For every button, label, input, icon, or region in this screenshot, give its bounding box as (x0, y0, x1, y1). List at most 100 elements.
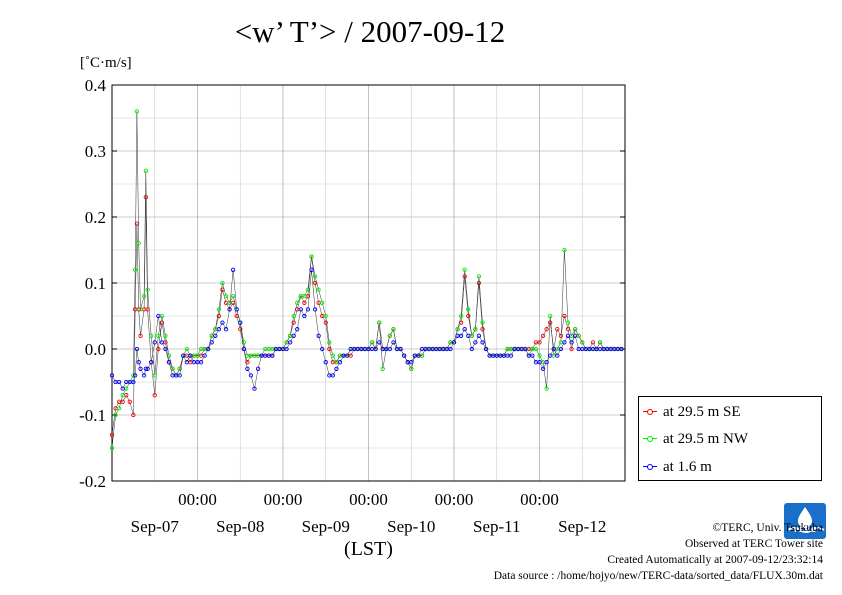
y-tick-label: 0.0 (85, 340, 106, 359)
series-point-1 (220, 280, 225, 286)
credits: ©TERC, Univ. Tsukuba Observed at TERC To… (494, 520, 823, 584)
series-point-2 (409, 360, 414, 365)
series-point-1 (466, 307, 471, 312)
series-point-2 (184, 360, 189, 365)
series-point-1 (143, 168, 148, 173)
series-point-2 (149, 360, 154, 365)
series-point-1 (223, 294, 229, 299)
x-tick-label: 00:00 (264, 490, 303, 509)
series-point-2 (337, 360, 343, 365)
series-point-2 (145, 366, 150, 371)
series-point-2 (466, 333, 471, 338)
y-tick-label: 0.2 (85, 208, 106, 227)
series-point-0 (544, 327, 549, 332)
series-point-2 (483, 346, 489, 352)
series-point-2 (473, 340, 478, 345)
series-point-1 (480, 320, 485, 325)
y-tick-label: -0.2 (79, 472, 106, 491)
series-point-2 (373, 346, 378, 352)
series-point-1 (295, 300, 300, 305)
series-point-2 (448, 346, 453, 352)
series-point-1 (572, 327, 578, 332)
x-day-label: Sep-11 (473, 517, 521, 536)
series-point-1 (138, 307, 143, 312)
x-tick-label: 00:00 (520, 490, 559, 509)
series-point-2 (398, 346, 403, 352)
series-point-1 (380, 366, 385, 371)
x-tick-label: 00:00 (435, 490, 474, 509)
series-point-2 (188, 353, 193, 358)
y-tick-label: -0.1 (79, 406, 106, 425)
series-point-2 (159, 340, 165, 345)
chart-title: <w’ T’> / 2007-09-12 (234, 14, 506, 49)
series-point-0 (245, 360, 250, 365)
series-point-1 (544, 386, 549, 391)
series-point-1 (462, 267, 467, 272)
observed-text: Observed at TERC Tower site (684, 538, 823, 550)
series-point-0 (159, 320, 165, 325)
series-point-0 (131, 412, 136, 418)
series-point-2 (177, 373, 182, 378)
series-point-1 (316, 287, 321, 292)
series-point-2 (241, 346, 246, 352)
series-point-1 (149, 333, 154, 338)
series-point-2 (152, 340, 157, 345)
series-point-2 (284, 346, 289, 352)
series-point-2 (248, 373, 254, 378)
series-point-2 (476, 333, 482, 338)
series-point-0 (156, 346, 161, 352)
series-point-1 (184, 346, 189, 352)
series-point-0 (480, 327, 485, 332)
x-axis-label: (LST) (344, 538, 393, 560)
series-point-1 (241, 340, 246, 345)
series-point-2 (555, 353, 560, 358)
series-point-1 (597, 340, 603, 345)
series-point-2 (451, 340, 457, 345)
series-point-1 (312, 274, 318, 279)
series-point-2 (156, 313, 161, 319)
y-axis-unit: [˚C·m/s] (80, 55, 132, 71)
series-point-1 (320, 300, 325, 305)
series-point-1 (562, 247, 567, 253)
series-point-1 (548, 313, 553, 319)
series-point-2 (320, 346, 325, 352)
series-point-2 (548, 353, 553, 358)
series-point-2 (508, 353, 514, 358)
series-point-2 (619, 346, 624, 352)
series-point-2 (391, 340, 396, 345)
series-point-1 (230, 294, 236, 299)
series-point-0 (555, 327, 560, 332)
series-point-2 (295, 327, 300, 332)
series-point-2 (136, 360, 141, 365)
series-point-0 (127, 399, 132, 404)
series-point-2 (234, 307, 239, 312)
series-point-1 (458, 313, 464, 319)
series-point-2 (220, 320, 225, 325)
series-point-0 (323, 320, 328, 325)
series-point-2 (198, 360, 204, 365)
series-point-1 (537, 353, 542, 358)
y-tick-label: 0.1 (85, 274, 106, 293)
x-day-label: Sep-07 (131, 517, 180, 536)
series-point-2 (377, 340, 382, 345)
series-point-1 (455, 327, 460, 332)
x-day-label: Sep-12 (558, 517, 606, 536)
series-point-1 (195, 353, 200, 358)
series-point-0 (143, 195, 148, 200)
series-point-0 (216, 313, 222, 319)
legend-item-se: at 29.5 m SE (643, 402, 741, 422)
series-point-1 (580, 340, 585, 345)
x-day-label: Sep-10 (387, 517, 435, 536)
series-point-1 (145, 287, 150, 292)
series-point-1 (327, 340, 332, 345)
legend-marker-nw (643, 434, 657, 444)
series-point-1 (291, 313, 296, 319)
series-point-2 (312, 307, 318, 312)
series-point-2 (120, 386, 125, 391)
terc-logo (784, 503, 826, 539)
series-point-2 (138, 366, 143, 371)
series-point-0 (291, 320, 296, 325)
series-point-2 (544, 360, 549, 365)
series-point-2 (565, 333, 571, 338)
